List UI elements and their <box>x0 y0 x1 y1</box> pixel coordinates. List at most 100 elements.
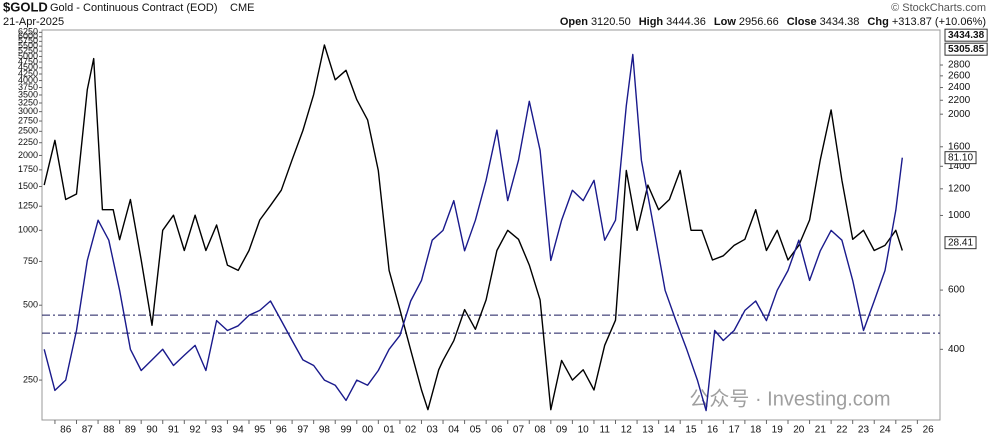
y-tick-label: 6250 <box>18 27 38 37</box>
y-tick-label: 5750 <box>18 36 38 46</box>
x-tick-label: 94 <box>233 425 245 436</box>
symbol: $GOLD <box>3 0 48 14</box>
y2-tick-label: 2000 <box>948 109 971 120</box>
y-tick-label: 1750 <box>18 164 38 174</box>
y2-tick-label: 2400 <box>948 82 971 93</box>
watermark: 公众号 · Investing.com <box>689 387 890 410</box>
x-tick-label: 17 <box>729 425 741 436</box>
x-tick-label: 99 <box>340 425 352 436</box>
y-tick-label: 2750 <box>18 115 38 125</box>
last-value-box <box>944 42 988 56</box>
y2-tick-label: 1400 <box>948 161 971 172</box>
x-tick-label: 87 <box>82 425 94 436</box>
y2-tick-label: 1000 <box>948 210 971 221</box>
x-tick-label: 11 <box>600 425 611 436</box>
y-tick-label: 1250 <box>18 201 38 211</box>
last-value-box <box>944 236 977 250</box>
y-tick-label: 500 <box>23 300 38 310</box>
y2-tick-label: 2600 <box>948 70 971 81</box>
y-tick-label: 4000 <box>18 75 38 85</box>
x-tick-label: 03 <box>427 425 439 436</box>
y-tick-label: 2500 <box>18 126 38 136</box>
y-tick-label: 3250 <box>18 97 38 107</box>
y-tick-label: 5250 <box>18 46 38 56</box>
x-tick-label: 24 <box>879 425 891 436</box>
quote-label: Close <box>787 16 817 28</box>
x-tick-label: 12 <box>621 425 633 436</box>
y-tick-label: 4750 <box>18 56 38 66</box>
exchange: CME <box>230 2 254 14</box>
x-tick-label: 09 <box>556 425 568 436</box>
x-tick-label: 18 <box>750 425 762 436</box>
last-value-label: 5305.85 <box>948 44 985 55</box>
x-tick-label: 26 <box>923 425 935 436</box>
x-tick-label: 02 <box>405 425 417 436</box>
x-tick-label: 90 <box>146 425 158 436</box>
x-tick-label: 92 <box>190 425 202 436</box>
x-tick-label: 07 <box>513 425 525 436</box>
x-tick-label: 21 <box>815 425 827 436</box>
last-value-label: 81.10 <box>948 152 973 163</box>
y2-tick-label: 400 <box>948 344 965 355</box>
x-tick-label: 13 <box>642 425 654 436</box>
last-value-box <box>944 28 988 42</box>
quote-value: 3120.50 <box>591 16 631 28</box>
quote-value: 3444.36 <box>666 16 706 28</box>
x-tick-label: 15 <box>685 425 697 436</box>
x-tick-label: 97 <box>297 425 309 436</box>
y-tick-label: 3000 <box>18 106 38 116</box>
y-tick-label: 2000 <box>18 150 38 160</box>
x-tick-label: 22 <box>836 425 848 436</box>
series-line <box>43 44 903 411</box>
y2-tick-label: 2200 <box>948 95 971 106</box>
x-tick-label: 23 <box>858 425 870 436</box>
x-tick-label: 16 <box>707 425 719 436</box>
x-tick-label: 98 <box>319 425 331 436</box>
x-tick-label: 25 <box>901 425 913 436</box>
quote-label: Open <box>560 16 588 28</box>
x-tick-label: 93 <box>211 425 223 436</box>
x-tick-label: 91 <box>168 425 180 436</box>
y-tick-label: 5000 <box>18 51 38 61</box>
y2-tick-label: 1600 <box>948 141 971 152</box>
y-tick-label: 4250 <box>18 68 38 78</box>
last-value-box <box>944 151 977 165</box>
x-tick-label: 14 <box>664 425 676 436</box>
quote-value: 3434.38 <box>820 16 860 28</box>
last-value-label: 3434.38 <box>948 30 985 41</box>
y-tick-label: 1000 <box>18 225 38 235</box>
date: 21-Apr-2025 <box>3 16 64 28</box>
x-tick-label: 01 <box>384 425 396 436</box>
x-tick-label: 88 <box>103 425 115 436</box>
x-tick-label: 00 <box>362 425 374 436</box>
quote-value: +313.87 (+10.06%) <box>892 16 986 28</box>
x-tick-label: 20 <box>793 425 805 436</box>
y-tick-label: 1500 <box>18 181 38 191</box>
quote-label: High <box>639 16 664 28</box>
x-tick-label: 89 <box>125 425 137 436</box>
x-tick-label: 95 <box>254 425 266 436</box>
y-tick-label: 3500 <box>18 89 38 99</box>
y-tick-label: 3750 <box>18 82 38 92</box>
y2-tick-label: 600 <box>948 285 965 296</box>
y-tick-label: 6000 <box>18 31 38 41</box>
x-tick-label: 08 <box>534 425 546 436</box>
x-tick-label: 05 <box>470 425 482 436</box>
x-tick-label: 86 <box>60 425 72 436</box>
last-value-label: 28.41 <box>948 237 973 248</box>
x-tick-label: 19 <box>772 425 784 436</box>
x-tick-label: 96 <box>276 425 288 436</box>
y-tick-label: 4500 <box>18 62 38 72</box>
y2-tick-label: 1200 <box>948 183 971 194</box>
chart-title: Gold - Continuous Contract (EOD) <box>50 2 218 14</box>
quote-value: 2956.66 <box>739 16 779 28</box>
y-tick-label: 250 <box>23 374 38 384</box>
x-tick-label: 04 <box>448 425 460 436</box>
x-tick-label: 10 <box>578 425 590 436</box>
y2-tick-label: 2800 <box>948 60 971 71</box>
quote-label: Chg <box>867 16 888 28</box>
y-tick-label: 5500 <box>18 41 38 51</box>
x-tick-label: 06 <box>491 425 503 436</box>
quote-label: Low <box>714 16 736 28</box>
